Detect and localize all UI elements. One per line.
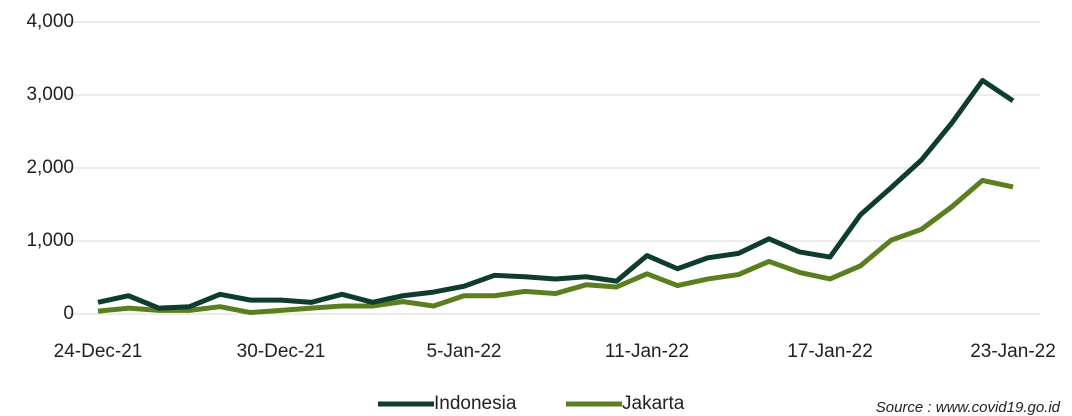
source-note: Source : www.covid19.go.id [876,399,1061,416]
legend-label: Jakarta [622,393,685,414]
x-tick-label: 24-Dec-21 [54,341,143,362]
y-tick-label: 3,000 [26,84,74,105]
x-tick-label: 23-Jan-22 [970,341,1056,362]
y-tick-label: 1,000 [26,230,74,251]
x-tick-label: 5-Jan-22 [427,341,502,362]
x-tick-label: 30-Dec-21 [237,341,326,362]
y-tick-label: 4,000 [26,11,74,32]
series-line [97,77,1015,311]
y-tick-label: 0 [63,303,74,324]
legend-label: Indonesia [434,393,517,414]
x-tick-label: 11-Jan-22 [605,341,689,362]
series-line [97,177,1014,316]
x-tick-label: 17-Jan-22 [787,341,873,362]
y-tick-label: 2,000 [26,157,74,178]
